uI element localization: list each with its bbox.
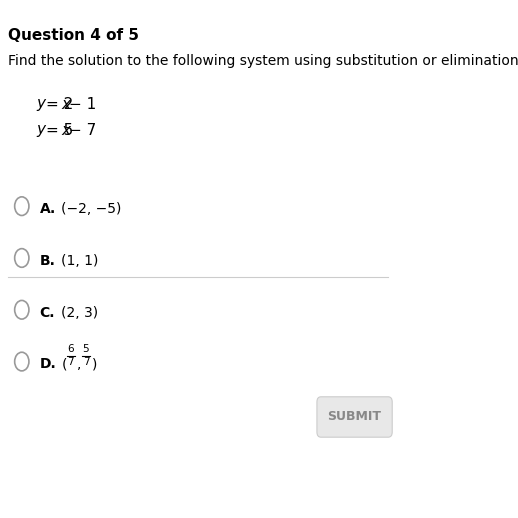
Text: − 1: − 1 — [69, 97, 96, 112]
Text: 7: 7 — [68, 357, 74, 367]
Text: D.: D. — [39, 357, 56, 371]
Text: ): ) — [92, 357, 97, 371]
Text: 7: 7 — [83, 357, 89, 367]
Text: A.: A. — [39, 202, 56, 216]
Text: − 7: − 7 — [69, 123, 96, 138]
Text: Find the solution to the following system using substitution or elimination:: Find the solution to the following syste… — [8, 54, 518, 68]
Text: C.: C. — [39, 306, 55, 320]
Text: 6: 6 — [68, 344, 74, 354]
FancyBboxPatch shape — [317, 397, 392, 437]
Text: (1, 1): (1, 1) — [62, 254, 99, 268]
Text: B.: B. — [39, 254, 55, 268]
Text: = 5: = 5 — [46, 123, 73, 138]
Text: Question 4 of 5: Question 4 of 5 — [8, 28, 139, 44]
Text: 5: 5 — [83, 344, 89, 354]
Text: SUBMIT: SUBMIT — [327, 410, 382, 424]
Text: $y$: $y$ — [36, 123, 47, 139]
Text: (−2, −5): (−2, −5) — [62, 202, 122, 216]
Text: $y$: $y$ — [36, 97, 47, 113]
Text: (: ( — [62, 357, 67, 371]
Text: = 2: = 2 — [46, 97, 73, 112]
Text: $x$: $x$ — [62, 97, 73, 112]
Text: ,: , — [77, 357, 81, 371]
Text: (2, 3): (2, 3) — [62, 306, 98, 320]
Text: $x$: $x$ — [62, 123, 73, 138]
